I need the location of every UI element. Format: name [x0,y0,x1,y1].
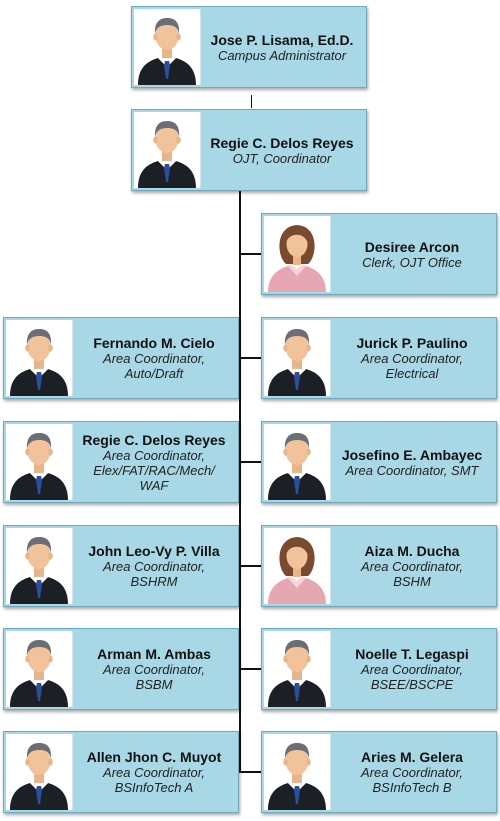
node-role-line: Area Coordinator, [361,765,463,780]
connector-row-2 [236,461,261,463]
org-node-left-4: Arman M. Ambas Area Coordinator, BSBM [3,628,239,710]
node-role-line: Area Coordinator, [103,351,205,366]
female-avatar-icon [264,216,331,292]
node-role-line: Auto/Draft [124,366,184,381]
node-role-line: Area Coordinator, [103,765,205,780]
connector-spine [239,190,241,772]
node-role-line: Area Coordinator, [361,662,463,677]
connector-top [251,95,252,108]
connector-row-5 [236,771,261,773]
male-avatar-icon [134,9,201,85]
node-role-line: WAF [139,477,169,493]
org-node-right-5: Aries M. Gelera Area Coordinator, BSInfo… [261,731,497,813]
node-role: Clerk, OJT Office [362,254,462,270]
node-role-line: Area Coordinator, [103,447,205,463]
female-avatar-icon [264,528,331,604]
node-name: Desiree Arcon [364,238,460,255]
node-name: Aries M. Gelera [361,749,463,765]
connector-row-1 [236,357,261,359]
male-avatar-icon [264,734,331,810]
node-role-line: Area Coordinator, [103,662,205,677]
node-role-line: Electrical [385,366,439,381]
male-avatar-icon [134,112,201,188]
node-role-line: BSBM [135,677,173,692]
connector-clerk [241,253,261,255]
connector-row-4 [236,668,261,670]
male-avatar-icon [6,320,73,396]
org-node-right-4: Noelle T. Legaspi Area Coordinator, BSEE… [261,628,497,710]
org-node-right-3: Aiza M. Ducha Area Coordinator, BSHM [261,525,497,607]
male-avatar-icon [6,528,73,604]
node-role-line: BSEE/BSCPE [370,677,454,692]
male-avatar-icon [6,424,73,500]
node-role-line: Area Coordinator, SMT [345,462,479,478]
male-avatar-icon [264,320,331,396]
male-avatar-icon [6,734,73,810]
org-node-clerk: Desiree Arcon Clerk, OJT Office [261,213,497,295]
connector-row-3 [236,565,261,567]
node-name: Noelle T. Legaspi [355,646,469,662]
node-name: Aiza M. Ducha [364,543,460,559]
node-role-line: BSHRM [130,574,178,589]
org-node-ojt-coordinator: Regie C. Delos Reyes OJT, Coordinator [131,109,367,191]
node-role-line: Area Coordinator, [103,559,205,574]
male-avatar-icon [264,424,331,500]
node-name: Arman M. Ambas [97,646,211,662]
org-node-left-1: Fernando M. Cielo Area Coordinator, Auto… [3,317,239,399]
node-name: Jurick P. Paulino [356,335,468,351]
node-role-line: Elex/FAT/RAC/Mech/ [93,462,215,478]
node-role-line: BSInfoTech A [114,780,194,795]
node-name: Allen Jhon C. Muyot [86,749,222,765]
org-node-right-1: Jurick P. Paulino Area Coordinator, Elec… [261,317,497,399]
node-role-line: Area Coordinator, [361,559,463,574]
org-node-right-2: Josefino E. Ambayec Area Coordinator, SM… [261,421,497,503]
node-name: John Leo-Vy P. Villa [88,543,220,559]
node-name: Josefino E. Ambayec [341,446,483,463]
node-role-line: BSInfoTech B [372,780,452,795]
node-role: Campus Administrator [217,47,347,63]
node-name: Regie C. Delos Reyes [82,431,226,448]
org-node-campus-administrator: Jose P. Lisama, Ed.D. Campus Administrat… [131,6,367,88]
male-avatar-icon [6,631,73,707]
node-role: OJT, Coordinator [232,150,332,166]
node-name: Fernando M. Cielo [93,335,215,351]
org-node-left-2: Regie C. Delos Reyes Area Coordinator, E… [3,421,239,503]
node-role-line: BSHM [393,574,431,589]
org-node-left-3: John Leo-Vy P. Villa Area Coordinator, B… [3,525,239,607]
org-node-left-5: Allen Jhon C. Muyot Area Coordinator, BS… [3,731,239,813]
node-name: Regie C. Delos Reyes [210,134,354,151]
node-role-line: Area Coordinator, [361,351,463,366]
node-name: Jose P. Lisama, Ed.D. [210,31,354,48]
male-avatar-icon [264,631,331,707]
